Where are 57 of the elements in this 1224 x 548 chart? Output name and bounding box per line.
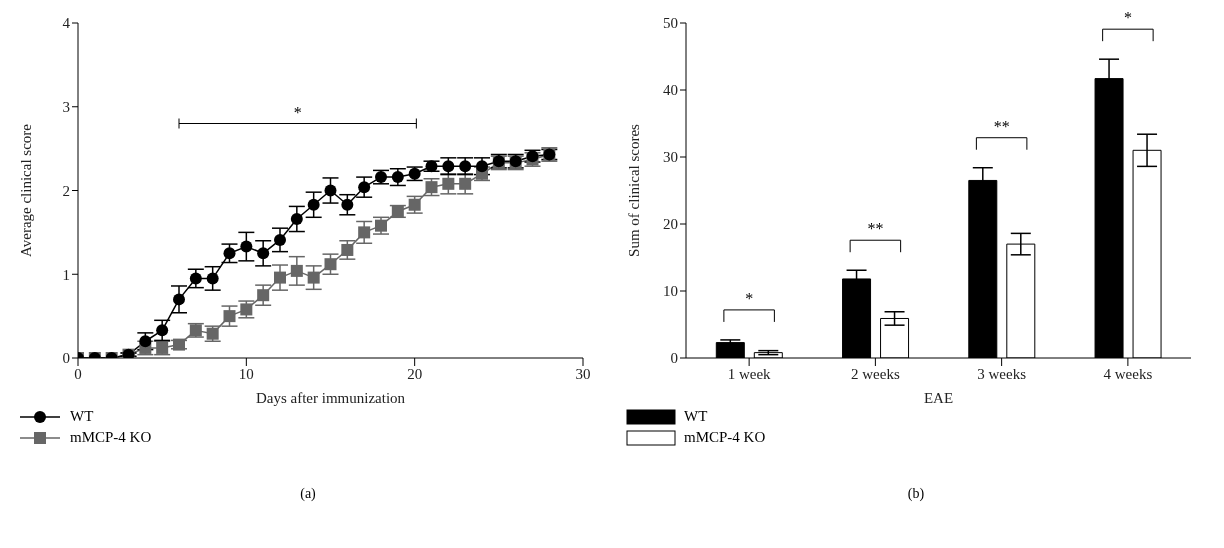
point (358, 181, 371, 194)
y-axis-title: Sum of clinical scores (626, 123, 643, 257)
point (223, 247, 236, 260)
point (274, 233, 286, 246)
point (274, 271, 286, 284)
y-tick-label: 1 (62, 266, 70, 283)
y-tick-label: 4 (62, 15, 71, 32)
annotation: * (1123, 9, 1132, 27)
y-tick-label: 50 (663, 15, 678, 32)
legend-label: WT (684, 408, 708, 425)
y-tick-label: 10 (663, 283, 678, 300)
point (358, 226, 371, 239)
point (290, 264, 303, 277)
point (223, 310, 236, 323)
annotation: ** (867, 220, 884, 238)
x-tick-label: 0 (74, 365, 82, 382)
point (341, 198, 354, 211)
y-tick-label: 0 (62, 350, 70, 367)
y-axis-title: Average clinical score (18, 123, 35, 257)
y-tick-label: 2 (62, 182, 70, 199)
significance-annotations: * (178, 103, 417, 129)
x-axis-title: Days after immunization (255, 390, 406, 406)
point (307, 198, 320, 211)
point (290, 212, 303, 225)
y-tick-label: 0 (670, 350, 678, 367)
point (206, 272, 219, 285)
point (307, 271, 320, 284)
point (156, 324, 169, 337)
point (240, 240, 253, 253)
x-tick-label: 1 week (727, 365, 772, 382)
annotation: * (745, 289, 754, 307)
legend-label: mMCP-4 KO (684, 429, 766, 446)
point (324, 184, 337, 197)
point (442, 177, 455, 190)
y-tick-label: 40 (663, 82, 678, 99)
point (324, 258, 337, 271)
point (257, 247, 270, 260)
text: (b) (906, 486, 926, 502)
point (189, 272, 202, 285)
y-tick-label: 3 (62, 99, 70, 116)
x-tick-label: 3 weeks (977, 365, 1027, 382)
x-axis-title: EAE (923, 390, 954, 406)
point (257, 289, 270, 302)
x-tick-label: 4 weeks (1103, 365, 1153, 382)
x-tick-label: 2 weeks (851, 365, 900, 382)
annotation: * (293, 103, 302, 121)
annotation: ** (993, 117, 1010, 135)
legend-label: WT (70, 408, 94, 425)
y-tick-label: 20 (663, 216, 678, 233)
text: (a) (299, 486, 317, 502)
legend-label: mMCP-4 KO (70, 429, 152, 446)
x-tick-label: 30 (575, 365, 591, 382)
x-tick-label: 20 (407, 365, 423, 382)
point (459, 177, 472, 190)
point (173, 293, 185, 306)
y-tick-label: 30 (663, 149, 678, 166)
x-tick-label: 10 (238, 365, 254, 382)
